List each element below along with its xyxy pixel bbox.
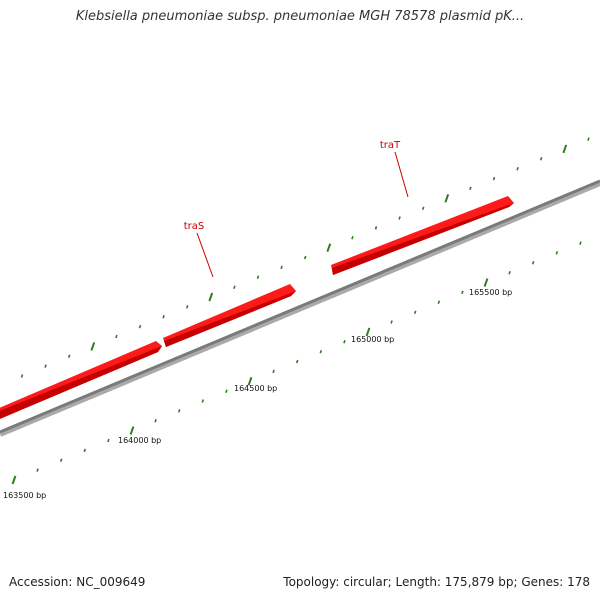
outer-tick-minor [44,364,47,368]
outer-tick-minor [115,334,118,339]
outer-tick-minor [587,137,590,141]
inner-tick-minor [107,438,110,443]
backbone-line [0,179,600,434]
inner-tick-minor [343,340,346,344]
inner-tick-minor [319,349,323,354]
inner-tick-minor [508,270,511,275]
inner-tick-minor [295,359,299,364]
outer-tick-minor [351,236,354,240]
backbone-shadow [0,180,600,437]
inner-tick-major [365,327,371,337]
outer-tick-major [90,342,96,351]
inner-tick-minor [201,399,205,403]
inner-tick-minor [461,290,464,295]
inner-tick-major [483,278,489,287]
gene-label-tras: traS [184,221,205,232]
inner-tick-minor [177,409,181,413]
outer-tick-minor [398,216,401,220]
outer-tick-minor [516,166,519,171]
outer-tick-minor [469,186,472,191]
inner-tick-minor [154,419,157,423]
inner-tick-major [129,426,135,435]
outer-tick-minor [374,226,378,230]
outer-tick-minor [539,157,543,161]
inner-tick-minor [83,448,87,453]
outer-tick-minor [303,255,307,260]
inner-tick-minor [555,251,559,255]
outer-tick-minor [185,305,189,309]
outer-tick-major [444,193,450,203]
outer-tick-minor [138,324,142,329]
scale-label-164000: 164000 bp [118,436,161,445]
outer-tick-major [562,144,568,154]
gene-arrow-trat[interactable] [331,196,514,275]
gene-pointer-tras [196,232,214,278]
gene-arrow-tras[interactable] [163,284,296,347]
outer-tick-minor [280,265,283,270]
scale-label-165500: 165500 bp [469,288,512,297]
inner-tick-minor [531,261,535,265]
scale-label-164500: 164500 bp [234,384,277,393]
inner-tick-row [11,241,582,485]
outer-tick-major [208,292,214,302]
inner-tick-minor [36,468,39,472]
outer-tick-minor [67,354,71,359]
scale-label-165000: 165000 bp [351,335,394,344]
outer-tick-minor [421,206,425,210]
map-title: Klebsiella pneumoniae subsp. pneumoniae … [75,9,525,24]
outer-tick-major [326,243,332,253]
inner-tick-major [11,475,17,485]
inner-tick-minor [59,458,63,463]
outer-tick-minor [256,275,260,280]
inner-tick-minor [390,320,393,324]
gene-arrow-left[interactable] [0,341,162,421]
inner-tick-minor [437,300,441,305]
outer-tick-row [20,137,590,378]
inner-tick-minor [272,369,275,374]
scale-label-163500: 163500 bp [3,491,46,500]
gene-label-trat: traT [380,140,401,151]
outer-tick-minor [20,374,24,378]
accession-label: Accession: NC_009649 [9,575,146,589]
outer-tick-minor [492,176,496,181]
outer-tick-minor [162,315,165,319]
gene-pointer-trat [394,151,409,198]
inner-tick-minor [413,310,417,314]
genome-summary: Topology: circular; Length: 175,879 bp; … [283,575,590,589]
inner-tick-major [247,376,253,386]
backbone [0,179,600,437]
outer-tick-minor [233,285,236,289]
inner-tick-minor [579,241,582,245]
inner-tick-minor [225,389,228,393]
